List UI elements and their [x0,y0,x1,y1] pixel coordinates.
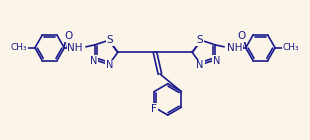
Text: CH₃: CH₃ [283,43,299,52]
Text: CH₃: CH₃ [11,43,27,52]
Text: NH: NH [68,43,83,53]
Text: NH: NH [227,43,242,53]
Text: N: N [90,56,97,66]
Text: O: O [238,31,246,41]
Text: N: N [196,60,204,70]
Text: F: F [151,104,157,114]
Text: N: N [106,60,114,70]
Text: S: S [197,35,203,45]
Text: N: N [213,56,220,66]
Text: S: S [107,35,113,45]
Text: O: O [64,31,72,41]
